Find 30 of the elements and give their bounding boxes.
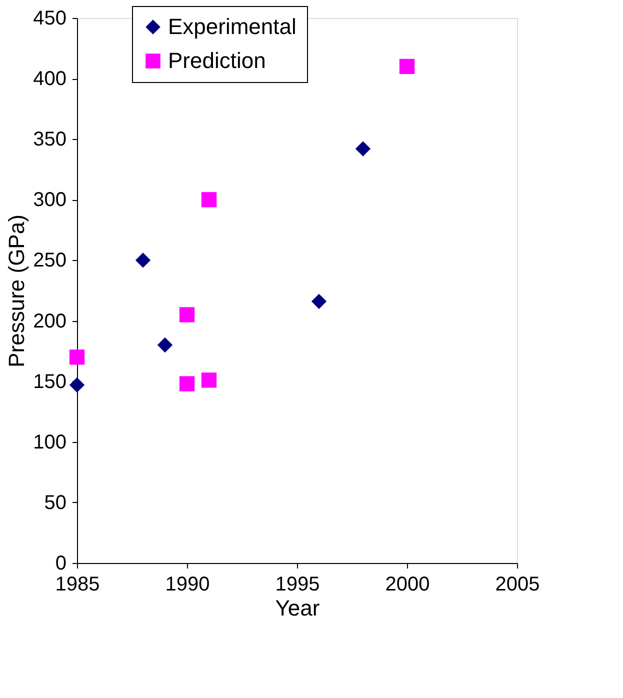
y-tick-label: 200 [33,310,66,332]
legend-label: Experimental [168,14,296,39]
point [135,252,151,268]
x-tick-label: 2000 [385,574,430,596]
point [179,376,195,392]
y-tick-label: 400 [33,68,66,90]
point [399,58,415,74]
point [69,350,85,365]
y-axis-title: Pressure (GPa) [4,214,30,368]
y-tick-label: 450 [33,8,66,30]
legend-label: Prediction [168,48,266,73]
y-tick-label: 150 [33,370,66,393]
point [69,377,85,393]
point [157,337,173,353]
y-tick-label: 300 [33,189,66,212]
point [355,141,371,156]
x-tick-label: 1985 [55,574,100,596]
point [311,294,327,309]
y-tick-label: 350 [33,128,66,151]
x-tick-label: 1990 [165,574,210,596]
y-tick-label: 250 [33,250,66,272]
x-tick-label: 1995 [275,574,320,596]
point [201,372,217,388]
point [179,307,195,322]
y-tick-label: 50 [44,492,66,514]
point [201,192,217,208]
y-tick-label: 0 [55,552,66,574]
y-tick-label: 100 [33,431,66,454]
x-axis-title: Year [275,596,320,620]
x-tick-label: 2005 [495,574,540,596]
